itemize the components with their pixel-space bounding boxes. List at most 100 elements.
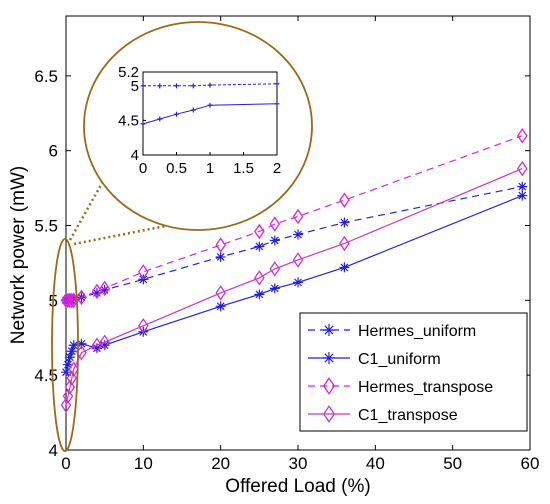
legend-box bbox=[299, 312, 528, 432]
legend-swatch-marker-hermes-uniform bbox=[323, 324, 335, 336]
data-point-c1-uniform-3 bbox=[66, 346, 77, 357]
data-point-hermes-transpose-14 bbox=[516, 127, 528, 144]
data-point-c1-transpose-11 bbox=[269, 261, 281, 277]
data-point-c1-transpose-14 bbox=[516, 160, 528, 177]
x-tick-label-60: 60 bbox=[521, 454, 540, 473]
data-point-c1-transpose-2 bbox=[64, 379, 76, 395]
data-point-c1-uniform-13 bbox=[339, 262, 350, 273]
data-point-c1-uniform-14 bbox=[517, 190, 528, 201]
data-point-c1-uniform-7 bbox=[99, 340, 110, 351]
zoom-source-ellipse bbox=[51, 238, 79, 452]
inset-data-point-hermes-uniform-4 bbox=[207, 82, 213, 88]
data-point-c1-transpose-7 bbox=[99, 334, 110, 351]
legend-label-c1-uniform: C1_uniform bbox=[358, 351, 441, 368]
data-point-hermes-transpose-12 bbox=[292, 208, 304, 225]
inset-x-tick-label-0: 0 bbox=[139, 160, 147, 177]
legend-swatch-marker-c1-uniform bbox=[323, 352, 335, 364]
inset-data-point-c1-uniform-3 bbox=[190, 107, 196, 113]
data-point-c1-uniform-12 bbox=[293, 277, 303, 288]
inset-data-point-hermes-uniform-2 bbox=[174, 83, 179, 89]
inset-data-point-c1-uniform-2 bbox=[174, 111, 179, 117]
legend-label-c1-transpose: C1_transpose bbox=[358, 407, 458, 424]
inset-y-tick-label-4: 4 bbox=[131, 147, 139, 164]
data-point-c1-transpose-10 bbox=[254, 270, 265, 286]
inset-x-tick-label-1.5: 1.5 bbox=[233, 160, 254, 177]
data-point-hermes-transpose-13 bbox=[339, 192, 350, 208]
legend-swatch-marker-c1-transpose bbox=[322, 405, 336, 423]
x-tick-label-40: 40 bbox=[366, 454, 385, 473]
inset-y-tick-label-5.2: 5.2 bbox=[118, 64, 139, 81]
data-point-c1-transpose-4 bbox=[68, 361, 80, 377]
inset-x-tick-label-2: 2 bbox=[273, 160, 281, 177]
inset-data-point-hermes-uniform-5 bbox=[274, 81, 280, 87]
data-point-hermes-transpose-11 bbox=[269, 216, 281, 232]
data-point-c1-uniform-9 bbox=[215, 301, 226, 312]
inset-y-tick-label-5: 5 bbox=[131, 78, 139, 95]
data-point-hermes-transpose-3 bbox=[66, 292, 78, 309]
data-point-c1-transpose-9 bbox=[215, 285, 226, 301]
x-tick-label-50: 50 bbox=[443, 454, 462, 473]
data-point-hermes-transpose-8 bbox=[138, 264, 149, 280]
data-point-c1-transpose-3 bbox=[66, 370, 78, 386]
x-tick-label-10: 10 bbox=[134, 454, 153, 473]
inset-data-point-c1-uniform-5 bbox=[274, 101, 280, 107]
inset-series-line-hermes-uniform bbox=[143, 83, 278, 87]
data-point-c1-transpose-0 bbox=[60, 397, 72, 413]
y-tick-label-5.5: 5.5 bbox=[34, 217, 58, 236]
data-point-hermes-uniform-11 bbox=[269, 235, 280, 246]
inset-y-tick-label-4.5: 4.5 bbox=[118, 112, 139, 129]
data-point-hermes-uniform-10 bbox=[254, 241, 265, 252]
data-point-c1-transpose-1 bbox=[62, 388, 74, 404]
inset-x-tick-label-0.5: 0.5 bbox=[166, 160, 187, 177]
legend-label-hermes-uniform: Hermes_uniform bbox=[358, 323, 476, 340]
x-axis-label: Offered Load (%) bbox=[225, 476, 370, 497]
y-tick-label-6.5: 6.5 bbox=[34, 67, 58, 86]
inset-data-point-c1-uniform-1 bbox=[157, 116, 163, 122]
inset-data-point-c1-uniform-4 bbox=[207, 102, 213, 108]
y-tick-label-4.5: 4.5 bbox=[34, 366, 58, 385]
x-tick-label-20: 20 bbox=[211, 454, 230, 473]
y-axis-label: Network power (mW) bbox=[8, 166, 29, 344]
data-point-c1-uniform-10 bbox=[254, 289, 265, 300]
x-tick-label-30: 30 bbox=[289, 454, 308, 473]
y-tick-label-6: 6 bbox=[49, 142, 58, 161]
data-point-hermes-uniform-9 bbox=[215, 251, 226, 262]
series-line-c1-transpose bbox=[65, 168, 523, 406]
x-tick-label-0: 0 bbox=[61, 454, 70, 473]
inset-series-line-c1-uniform bbox=[142, 103, 278, 125]
data-point-c1-uniform-11 bbox=[269, 283, 280, 294]
data-point-c1-uniform-2 bbox=[64, 352, 75, 363]
data-point-hermes-transpose-9 bbox=[215, 237, 226, 253]
data-point-hermes-uniform-12 bbox=[293, 229, 303, 240]
legend: Hermes_uniform C1_uniform Hermes_transpose… bbox=[299, 312, 528, 432]
data-point-c1-transpose-8 bbox=[138, 318, 149, 334]
data-point-c1-uniform-6 bbox=[91, 343, 102, 354]
data-point-hermes-transpose-7 bbox=[99, 280, 110, 297]
data-point-hermes-transpose-5 bbox=[76, 289, 87, 306]
zoom-connector-right bbox=[73, 211, 233, 246]
inset-data-point-hermes-uniform-3 bbox=[190, 83, 196, 89]
inset-data-point-hermes-uniform-0 bbox=[140, 83, 146, 89]
inset-plot-area: 0 0.5 1 1.5 2 4 4.5 55.2 bbox=[118, 64, 281, 177]
inset-x-tick-label-1: 1 bbox=[206, 160, 214, 177]
data-point-hermes-transpose-2 bbox=[64, 292, 76, 309]
data-point-c1-uniform-4 bbox=[68, 340, 79, 351]
inset-data-point-c1-uniform-0 bbox=[140, 121, 146, 127]
data-point-hermes-uniform-7 bbox=[99, 284, 110, 295]
data-point-hermes-uniform-6 bbox=[91, 287, 102, 298]
data-point-c1-transpose-13 bbox=[339, 235, 350, 252]
data-point-c1-uniform-0 bbox=[61, 367, 71, 378]
data-point-hermes-transpose-10 bbox=[254, 223, 265, 240]
y-tick-label-4: 4 bbox=[49, 441, 58, 460]
legend-label-hermes-transpose: Hermes_transpose bbox=[358, 379, 493, 396]
inset-data-point-hermes-uniform-1 bbox=[157, 83, 163, 89]
data-point-c1-transpose-12 bbox=[292, 252, 304, 268]
data-point-c1-uniform-5 bbox=[76, 338, 87, 349]
zoom-connector-left bbox=[68, 175, 108, 241]
data-point-hermes-uniform-14 bbox=[517, 181, 528, 192]
legend-swatch-marker-hermes-transpose bbox=[322, 377, 336, 395]
data-point-c1-uniform-1 bbox=[62, 359, 73, 370]
data-point-hermes-uniform-13 bbox=[339, 217, 350, 228]
